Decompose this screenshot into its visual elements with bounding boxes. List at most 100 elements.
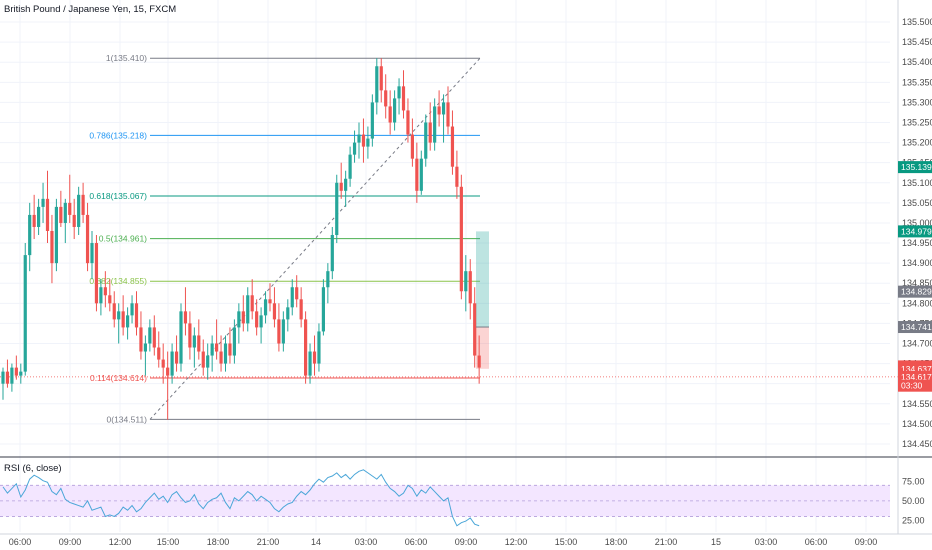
x-tick-label: 21:00 <box>257 537 280 547</box>
price-tags: 135.139134.979134.829134.741134.643134.6… <box>898 161 932 392</box>
grid-lines <box>0 0 890 532</box>
candle-body <box>81 194 85 215</box>
candle-body <box>375 66 379 103</box>
candle-body <box>134 303 139 328</box>
x-tick-label: 14 <box>311 537 321 547</box>
x-tick-label: 06:00 <box>9 537 32 547</box>
candle-body <box>406 110 410 135</box>
x-tick-label: 15 <box>711 537 721 547</box>
candle-body <box>339 182 343 191</box>
position-stop-zone <box>476 327 489 369</box>
candle-body <box>326 271 330 288</box>
candle-body <box>379 66 383 91</box>
candle-body <box>41 198 45 207</box>
y-tick-label: 135.450 <box>902 37 932 47</box>
candle-body <box>121 311 125 328</box>
y-tick-label: 135.400 <box>902 57 932 67</box>
price-tag-bg <box>898 225 932 238</box>
candle-body <box>174 351 179 364</box>
price-tag-bg <box>898 321 932 334</box>
y-tick-label: 135.000 <box>902 218 932 228</box>
fib-level-label: 0.114(134.614) <box>90 373 147 383</box>
rsi-pane <box>0 469 890 527</box>
candle-body <box>330 235 334 272</box>
y-tick-label: 134.850 <box>902 278 932 288</box>
candle-body <box>152 327 156 348</box>
candle-body <box>170 351 174 376</box>
candle-body <box>206 355 210 368</box>
candle-body <box>459 186 463 292</box>
chart-title: British Pound / Japanese Yen, 15, FXCM <box>4 4 176 15</box>
candle-body <box>393 98 397 123</box>
candle-body <box>308 351 312 376</box>
candle-body <box>108 295 112 304</box>
candle-body <box>201 351 205 368</box>
candle-body <box>63 202 67 223</box>
y-tick-label: 134.900 <box>902 258 932 268</box>
candle-body <box>223 343 228 364</box>
candle-body <box>232 327 236 356</box>
candle-body <box>179 311 183 364</box>
candle-body <box>277 319 281 344</box>
candle-body <box>410 134 414 159</box>
candle-body <box>90 243 94 264</box>
candlestick-series <box>1 58 481 420</box>
fib-level-label: 0.618(135.067) <box>89 191 147 201</box>
candle-body <box>473 303 477 356</box>
candle-body <box>126 315 130 328</box>
y-tick-label: 135.350 <box>902 77 932 87</box>
candle-body <box>183 311 188 324</box>
candle-body <box>219 351 223 364</box>
rsi-tick-label: 25.00 <box>902 515 925 525</box>
y-tick-label: 134.700 <box>902 338 932 348</box>
candle-body <box>401 86 406 111</box>
candle-body <box>130 303 134 316</box>
candle-body <box>335 182 339 236</box>
x-tick-label: 09:00 <box>455 537 478 547</box>
candle-body <box>237 311 241 328</box>
candle-body <box>10 367 14 384</box>
y-tick-label: 135.100 <box>902 178 932 188</box>
x-tick-label: 03:00 <box>355 537 378 547</box>
x-tick-label: 18:00 <box>605 537 628 547</box>
candle-body <box>428 122 432 143</box>
candle-body <box>45 198 50 231</box>
candle-body <box>1 371 5 384</box>
candle-body <box>419 158 423 191</box>
candle-body <box>112 303 116 320</box>
fib-level-label: 0.5(134.961) <box>99 234 147 244</box>
y-tick-label: 134.550 <box>902 399 932 409</box>
x-tick-label: 18:00 <box>207 537 230 547</box>
candle-body <box>286 307 290 320</box>
candle-body <box>272 303 277 320</box>
fib-level-label: 0.786(135.218) <box>89 130 147 140</box>
candle-body <box>250 295 254 312</box>
candle-body <box>28 214 32 256</box>
x-tick-label: 21:00 <box>655 537 678 547</box>
candle-body <box>468 271 472 304</box>
candle-body <box>23 255 27 372</box>
candle-body <box>317 331 321 364</box>
candle-body <box>477 355 481 368</box>
fibonacci-retracement[interactable]: 1(135.410) 0.786(135.218) 0.618(135.067) 0.… <box>0 53 898 424</box>
y-tick-label: 135.300 <box>902 97 932 107</box>
y-tick-label: 135.500 <box>902 17 932 27</box>
candle-body <box>299 299 303 320</box>
candle-body <box>290 287 294 308</box>
candle-body <box>441 102 446 115</box>
rsi-tick-label: 75.00 <box>902 476 925 486</box>
position-target-zone <box>476 231 489 328</box>
candle-body <box>77 194 81 227</box>
candle-body <box>85 214 90 264</box>
candle-body <box>450 126 455 167</box>
fib-level-label: 0.382(134.855) <box>89 276 147 286</box>
candle-body <box>384 90 388 107</box>
position-tool[interactable] <box>476 231 489 369</box>
candle-body <box>188 323 192 348</box>
x-tick-label: 15:00 <box>157 537 180 547</box>
candle-body <box>59 206 63 223</box>
price-tag-label: 134.637 <box>901 364 932 374</box>
x-tick-label: 06:00 <box>405 537 428 547</box>
price-tag-label: 134.741 <box>901 322 932 332</box>
